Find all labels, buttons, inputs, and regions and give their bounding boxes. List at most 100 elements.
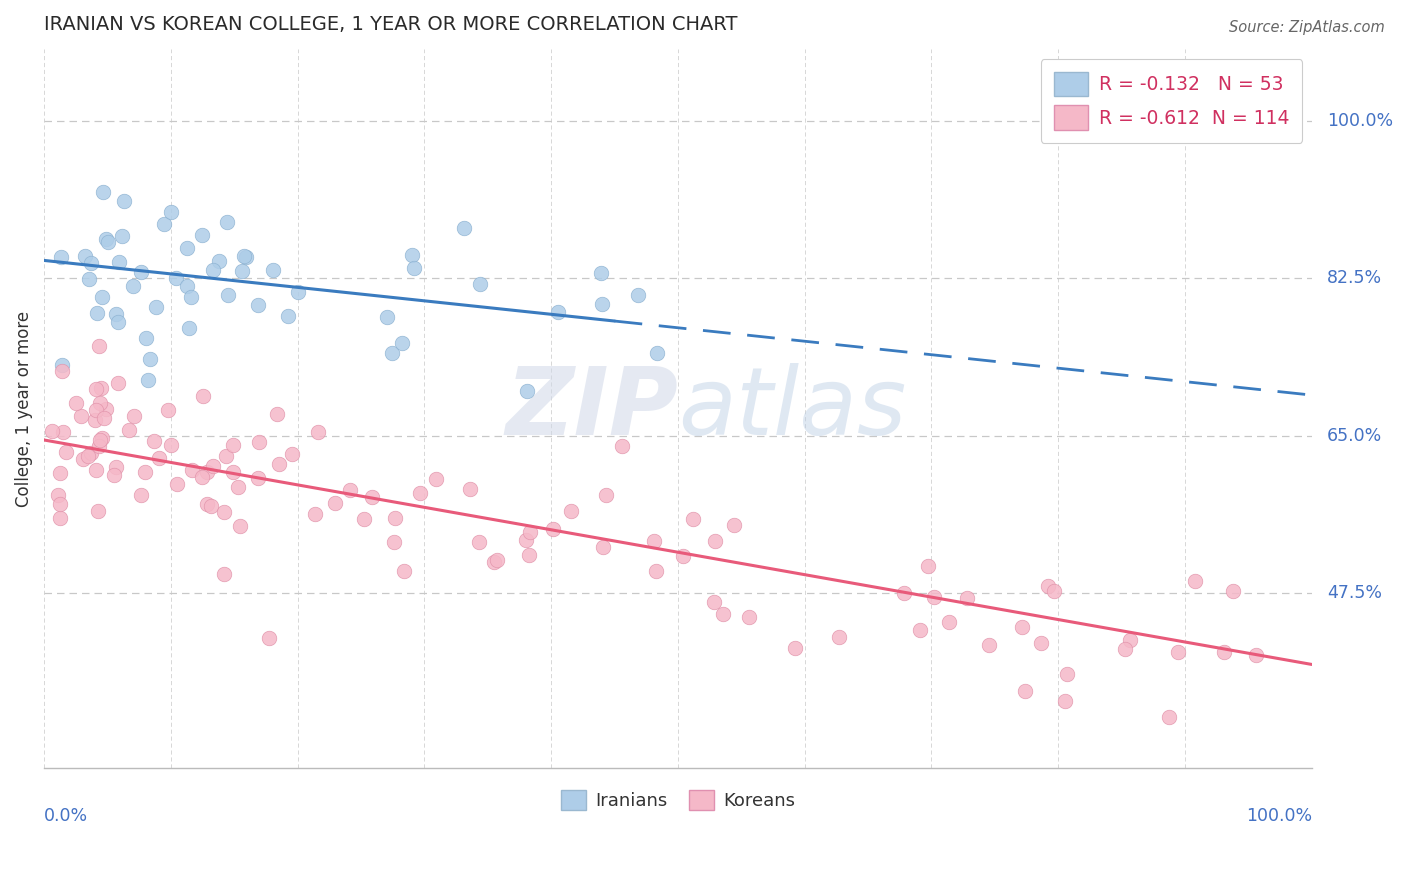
Point [212,566,235,581]
Point [1054,694,1077,708]
Point [1014,684,1036,698]
Text: 0.0%: 0.0% [44,807,89,825]
Point [589,266,612,280]
Point [55,445,77,459]
Point [84,463,107,477]
Point [828,630,851,644]
Point [375,310,398,325]
Point [647,345,669,359]
Point [643,533,665,548]
Point [122,279,145,293]
Point [249,435,271,450]
Point [468,277,491,291]
Point [519,525,541,540]
Point [353,512,375,526]
Point [543,522,565,536]
Point [156,403,179,417]
Point [129,487,152,501]
Point [90,290,112,304]
Point [307,425,329,439]
Point [136,373,159,387]
Point [486,553,509,567]
Point [176,279,198,293]
Point [1118,632,1140,647]
Point [77,272,100,286]
Point [87,504,110,518]
Point [247,471,270,485]
Point [893,585,915,599]
Point [458,482,481,496]
Point [160,438,183,452]
Point [592,541,614,555]
Point [143,434,166,448]
Point [595,488,617,502]
Point [51,358,73,372]
Point [1244,648,1267,662]
Point [222,438,245,452]
Point [1222,584,1244,599]
Point [72,452,94,467]
Point [482,555,505,569]
Point [197,465,219,479]
Point [453,220,475,235]
Point [257,631,280,645]
Point [392,564,415,578]
Point [208,253,231,268]
Point [610,439,633,453]
Point [645,564,668,578]
Legend: Iranians, Koreans: Iranians, Koreans [554,783,803,818]
Point [89,433,111,447]
Point [560,504,582,518]
Point [152,217,174,231]
Point [112,194,135,209]
Point [515,533,537,547]
Point [401,247,423,261]
Point [41,424,63,438]
Point [1212,645,1234,659]
Point [69,409,91,424]
Text: 65.0%: 65.0% [1327,426,1382,444]
Point [51,364,73,378]
Point [179,321,201,335]
Point [107,376,129,390]
Point [49,466,72,480]
Point [262,263,284,277]
Point [384,511,406,525]
Point [232,249,254,263]
Text: 100.0%: 100.0% [1246,807,1312,825]
Point [425,472,447,486]
Point [783,641,806,656]
Text: 100.0%: 100.0% [1327,112,1393,130]
Point [591,297,613,311]
Point [134,466,156,480]
Text: 82.5%: 82.5% [1327,269,1382,287]
Point [938,615,960,629]
Point [49,497,72,511]
Point [105,307,128,321]
Point [145,300,167,314]
Point [197,496,219,510]
Point [671,549,693,563]
Point [134,331,156,345]
Point [1056,666,1078,681]
Point [94,402,117,417]
Point [104,460,127,475]
Point [73,249,96,263]
Point [517,549,540,563]
Point [165,271,187,285]
Point [180,290,202,304]
Point [908,623,931,637]
Point [111,229,134,244]
Point [1011,620,1033,634]
Point [80,255,103,269]
Point [191,228,214,243]
Point [51,250,73,264]
Point [380,346,402,360]
Point [547,305,569,319]
Text: 47.5%: 47.5% [1327,583,1382,601]
Point [325,496,347,510]
Point [702,594,724,608]
Point [287,285,309,300]
Point [215,450,238,464]
Text: ZIP: ZIP [505,362,678,455]
